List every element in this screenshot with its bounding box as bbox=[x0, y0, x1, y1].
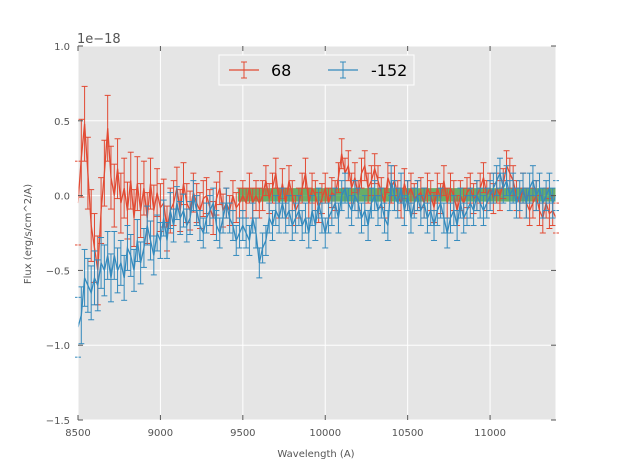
y-tick-label: 0.5 bbox=[54, 117, 70, 128]
x-tick-label: 10500 bbox=[392, 428, 424, 439]
y-tick-label: −1.5 bbox=[46, 416, 70, 427]
y-tick-label: 0.0 bbox=[54, 192, 70, 203]
legend-label: 68 bbox=[271, 61, 291, 80]
axes: 8500 9000 9500 10000 10500 11000 1.0 0.5 0.0 −0.5… bbox=[46, 42, 557, 439]
plot-area bbox=[78, 46, 556, 420]
x-tick-label: 11000 bbox=[474, 428, 506, 439]
y-tick-label: −1.0 bbox=[46, 341, 70, 352]
y-axis-label: Flux (erg/s/cm^2/A) bbox=[23, 184, 34, 284]
x-tick-label: 10000 bbox=[309, 428, 341, 439]
legend-label: -152 bbox=[371, 61, 407, 80]
x-axis-label: Wavelength (A) bbox=[277, 449, 354, 460]
legend-entry-1: -152 bbox=[328, 61, 407, 80]
series-1 bbox=[75, 157, 559, 358]
y-offset-label: 1e−18 bbox=[77, 32, 121, 47]
y-tick-label: 1.0 bbox=[54, 42, 70, 53]
x-tick-label: 8500 bbox=[65, 428, 90, 439]
legend: 68 -152 bbox=[218, 54, 415, 86]
x-tick-label: 9000 bbox=[148, 428, 173, 439]
legend-entry-0: 68 bbox=[229, 61, 291, 80]
y-tick-label: −0.5 bbox=[46, 266, 70, 277]
x-tick-label: 9500 bbox=[230, 428, 255, 439]
series-line bbox=[77, 171, 557, 328]
axes-frame bbox=[77, 45, 557, 421]
